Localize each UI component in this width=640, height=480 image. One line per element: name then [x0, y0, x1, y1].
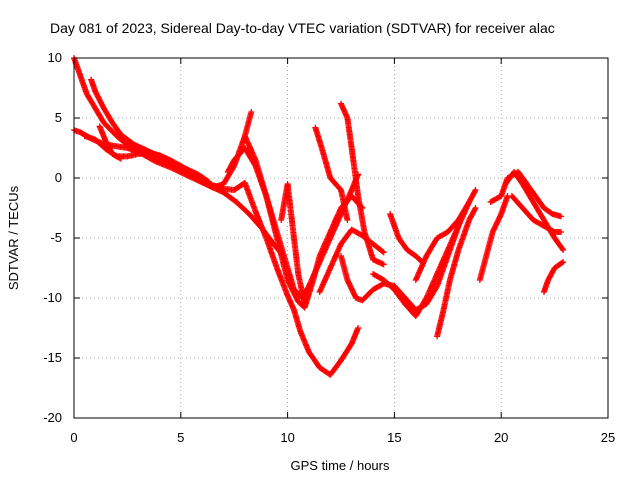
data-point: [558, 229, 565, 235]
data-point: [355, 325, 362, 331]
data-layer: [71, 55, 567, 378]
y-tick-label: -20: [43, 410, 62, 425]
series-arc-8: [278, 181, 308, 307]
series-arc-20: [508, 193, 565, 235]
series-arc-15: [412, 187, 479, 283]
x-tick-label: 15: [387, 430, 401, 445]
data-point: [471, 206, 478, 213]
data-point: [558, 213, 565, 220]
data-point: [380, 249, 387, 256]
y-tick-label: 0: [55, 170, 62, 185]
chart-title: Day 081 of 2023, Sidereal Day-to-day VTE…: [50, 20, 555, 36]
y-tick-label: -15: [43, 350, 62, 365]
x-tick-label: 20: [494, 430, 508, 445]
data-point: [472, 187, 479, 193]
y-tick-label: -5: [50, 230, 62, 245]
series-arc-21: [540, 259, 567, 295]
series-arc-9: [312, 124, 351, 223]
series-arc-17: [476, 193, 511, 283]
x-axis-label: GPS time / hours: [291, 458, 390, 473]
data-point: [117, 155, 124, 162]
tick-layer: 0 5 10 15 20 25 -20 -15 -10 -5 0 5 10: [43, 50, 615, 445]
x-tick-label: 5: [177, 430, 184, 445]
y-axis-label: SDTVAR / TECUs: [6, 185, 21, 290]
series-arc-3: [88, 76, 212, 185]
data-point: [559, 259, 566, 266]
data-point: [472, 205, 479, 211]
x-tick-label: 0: [70, 430, 77, 445]
data-point: [116, 155, 123, 162]
data-point: [560, 247, 567, 253]
data-point: [560, 259, 567, 265]
series-arc-5: [96, 123, 124, 162]
data-point: [344, 217, 351, 223]
y-tick-label: 5: [55, 110, 62, 125]
y-tick-label: -10: [43, 290, 62, 305]
data-point: [248, 109, 255, 115]
series-arc-19: [502, 169, 567, 253]
series-arc-11: [338, 100, 387, 268]
y-tick-label: 10: [48, 50, 62, 65]
data-point: [380, 261, 387, 268]
series-arc-16: [434, 205, 479, 340]
data-point: [379, 248, 386, 255]
x-tick-label: 10: [280, 430, 294, 445]
x-tick-label: 25: [601, 430, 615, 445]
data-point: [301, 301, 308, 307]
data-point: [559, 245, 566, 252]
series-arc-1: [71, 127, 362, 378]
data-point: [471, 188, 478, 195]
